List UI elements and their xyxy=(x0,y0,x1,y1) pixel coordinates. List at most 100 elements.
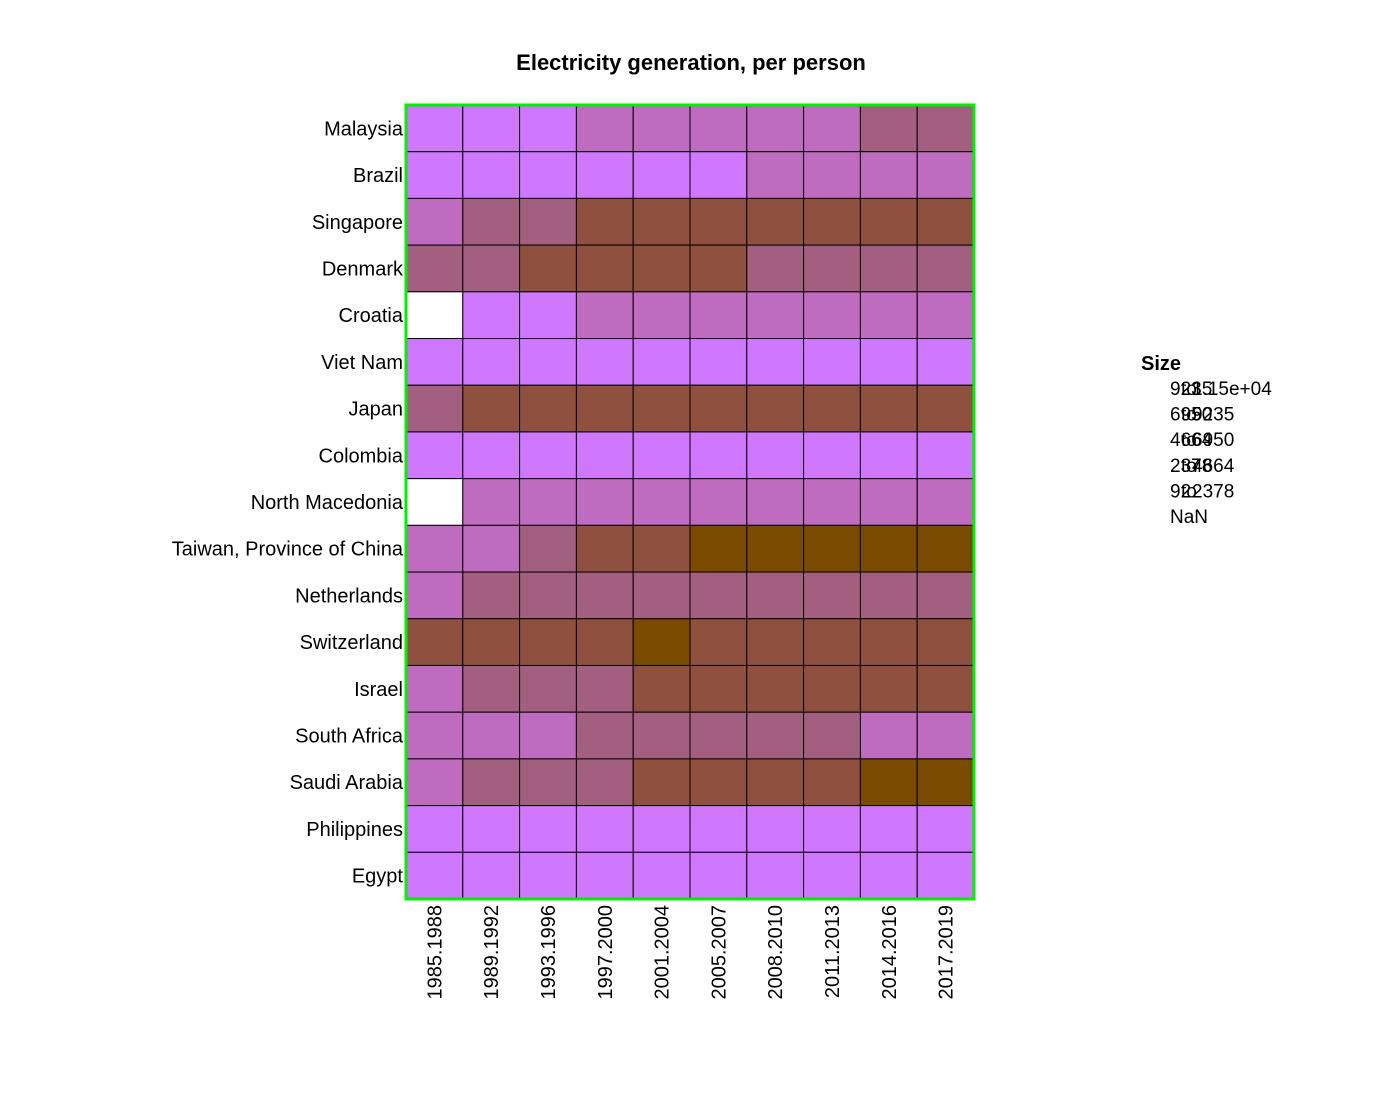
row-label-switzerland: Switzerland xyxy=(300,632,403,654)
heatmap-cell-netherlands-2008-2010 xyxy=(746,571,805,620)
heatmap-cell-brazil-2011-2013 xyxy=(803,151,861,199)
heatmap-cell-malaysia-2005-2007 xyxy=(689,104,748,153)
heatmap-cell-south-africa-2017-2019 xyxy=(916,711,975,760)
heatmap-cell-south-africa-1985-1988 xyxy=(405,711,464,760)
heatmap-cell-denmark-2014-2016 xyxy=(859,244,918,293)
legend-entry-label: NaN xyxy=(1170,507,1208,528)
heatmap-cell-saudi-arabia-1993-1996 xyxy=(519,758,577,807)
heatmap-cell-egypt-2001-2004 xyxy=(632,851,691,900)
column-label-2017-2019: 2017.2019 xyxy=(936,905,958,1000)
heatmap-cell-singapore-2014-2016 xyxy=(859,197,918,246)
legend-entry-separator: to xyxy=(1181,456,1197,477)
heatmap-cell-netherlands-2005-2007 xyxy=(689,571,748,620)
heatmap-cell-singapore-2005-2007 xyxy=(689,197,748,246)
heatmap-cell-netherlands-1989-1992 xyxy=(462,571,521,620)
column-label-2008-2010: 2008.2010 xyxy=(765,905,787,1000)
heatmap-cell-israel-2008-2010 xyxy=(746,664,805,713)
heatmap-cell-colombia-2017-2019 xyxy=(916,431,975,480)
heatmap-cell-north-macedonia-2001-2004 xyxy=(632,478,691,526)
heatmap-cell-south-africa-2001-2004 xyxy=(632,711,691,760)
heatmap-cell-saudi-arabia-2005-2007 xyxy=(689,758,748,807)
heatmap-cell-philippines-1989-1992 xyxy=(462,805,521,853)
heatmap-cell-malaysia-2011-2013 xyxy=(803,104,861,153)
column-label-2005-2007: 2005.2007 xyxy=(708,905,730,1000)
heatmap-cell-croatia-2017-2019 xyxy=(916,291,975,340)
row-label-singapore: Singapore xyxy=(312,212,403,234)
heatmap-cell-malaysia-2014-2016 xyxy=(859,104,918,153)
heatmap-cell-japan-1993-1996 xyxy=(519,384,577,433)
heatmap-cell-malaysia-2001-2004 xyxy=(632,104,691,153)
heatmap-cell-israel-1997-2000 xyxy=(575,664,634,713)
heatmap-cell-north-macedonia-1985-1988 xyxy=(405,478,464,526)
heatmap-cell-singapore-1989-1992 xyxy=(462,197,521,246)
column-label-1993-1996: 1993.1996 xyxy=(538,905,560,1000)
column-label-2014-2016: 2014.2016 xyxy=(879,905,901,1000)
heatmap-cell-south-africa-1997-2000 xyxy=(575,711,634,760)
heatmap-cell-colombia-1985-1988 xyxy=(405,431,464,480)
legend-entry-to: 4664 xyxy=(1192,456,1235,477)
heatmap-cell-denmark-1989-1992 xyxy=(462,244,521,293)
heatmap-cell-malaysia-2017-2019 xyxy=(916,104,975,153)
heatmap-cell-croatia-2011-2013 xyxy=(803,291,861,340)
legend-title: Size xyxy=(1141,353,1181,375)
heatmap-cell-colombia-1989-1992 xyxy=(462,431,521,480)
heatmap-cell-denmark-2011-2013 xyxy=(803,244,861,293)
heatmap-cell-saudi-arabia-2008-2010 xyxy=(746,758,805,807)
heatmap-cell-japan-2014-2016 xyxy=(859,384,918,433)
heatmap-cell-viet-nam-2017-2019 xyxy=(916,338,975,386)
heatmap-cell-denmark-2017-2019 xyxy=(916,244,975,293)
column-labels: 1985.1988 1989.1992 1993.1996 1997.2000 2001… xyxy=(424,905,957,1000)
heatmap-cell-croatia-2005-2007 xyxy=(689,291,748,340)
legend-entry-separator: to xyxy=(1181,405,1197,426)
heatmap-cell-malaysia-2008-2010 xyxy=(746,104,805,153)
heatmap-cell-israel-2001-2004 xyxy=(632,664,691,713)
heatmap-cell-egypt-2011-2013 xyxy=(803,851,861,900)
heatmap-cell-denmark-2005-2007 xyxy=(689,244,748,293)
heatmap-cell-saudi-arabia-1997-2000 xyxy=(575,758,634,807)
heatmap-cell-singapore-2001-2004 xyxy=(632,197,691,246)
row-label-saudi-arabia: Saudi Arabia xyxy=(290,772,404,794)
heatmap-cell-israel-2005-2007 xyxy=(689,664,748,713)
heatmap-cell-south-africa-2011-2013 xyxy=(803,711,861,760)
heatmap-cell-philippines-2008-2010 xyxy=(746,805,805,853)
heatmap-cell-egypt-2017-2019 xyxy=(916,851,975,900)
heatmap-cell-colombia-1993-1996 xyxy=(519,431,577,480)
heatmap-cell-saudi-arabia-2017-2019 xyxy=(916,758,975,807)
heatmap-cell-japan-2017-2019 xyxy=(916,384,975,433)
row-label-denmark: Denmark xyxy=(322,258,404,280)
legend-entry-to: 9235 xyxy=(1192,405,1234,426)
heatmap-cell-croatia-1993-1996 xyxy=(519,291,577,340)
row-labels: Malaysia Brazil Singapore Denmark Croatia Vie… xyxy=(172,118,404,887)
heatmap-cell-malaysia-1993-1996 xyxy=(519,104,577,153)
heatmap-cell-philippines-2014-2016 xyxy=(859,805,918,853)
legend-entry-separator: to xyxy=(1181,430,1197,451)
heatmap-cell-singapore-1993-1996 xyxy=(519,197,577,246)
heatmap-cell-malaysia-1997-2000 xyxy=(575,104,634,153)
column-label-2011-2013: 2011.2013 xyxy=(822,905,844,998)
legend-entry-from: 92 xyxy=(1170,481,1191,502)
heatmap-cell-brazil-1985-1988 xyxy=(405,151,464,199)
heatmap-cell-taiwan-province-of-china-2005-2007 xyxy=(689,524,748,573)
heatmap-cell-egypt-2014-2016 xyxy=(859,851,918,900)
heatmap-cell-netherlands-2014-2016 xyxy=(859,571,918,620)
heatmap-cell-philippines-2005-2007 xyxy=(689,805,748,853)
heatmap-cell-taiwan-province-of-china-2008-2010 xyxy=(746,524,805,573)
heatmap-cell-philippines-2011-2013 xyxy=(803,805,861,853)
column-label-1985-1988: 1985.1988 xyxy=(424,905,446,1000)
heatmap-cell-philippines-2017-2019 xyxy=(916,805,975,853)
heatmap-cell-taiwan-province-of-china-1985-1988 xyxy=(405,524,464,573)
column-label-1997-2000: 1997.2000 xyxy=(595,905,617,1000)
heatmap-cell-netherlands-2011-2013 xyxy=(803,571,861,620)
heatmap-cell-denmark-1997-2000 xyxy=(575,244,634,293)
heatmap-cell-croatia-1989-1992 xyxy=(462,291,521,340)
heatmap-cell-croatia-2014-2016 xyxy=(859,291,918,340)
heatmap-cell-egypt-1985-1988 xyxy=(405,851,464,900)
heatmap-cell-israel-2017-2019 xyxy=(916,664,975,713)
heatmap-cell-taiwan-province-of-china-1989-1992 xyxy=(462,524,521,573)
heatmap-cell-israel-1985-1988 xyxy=(405,664,464,713)
